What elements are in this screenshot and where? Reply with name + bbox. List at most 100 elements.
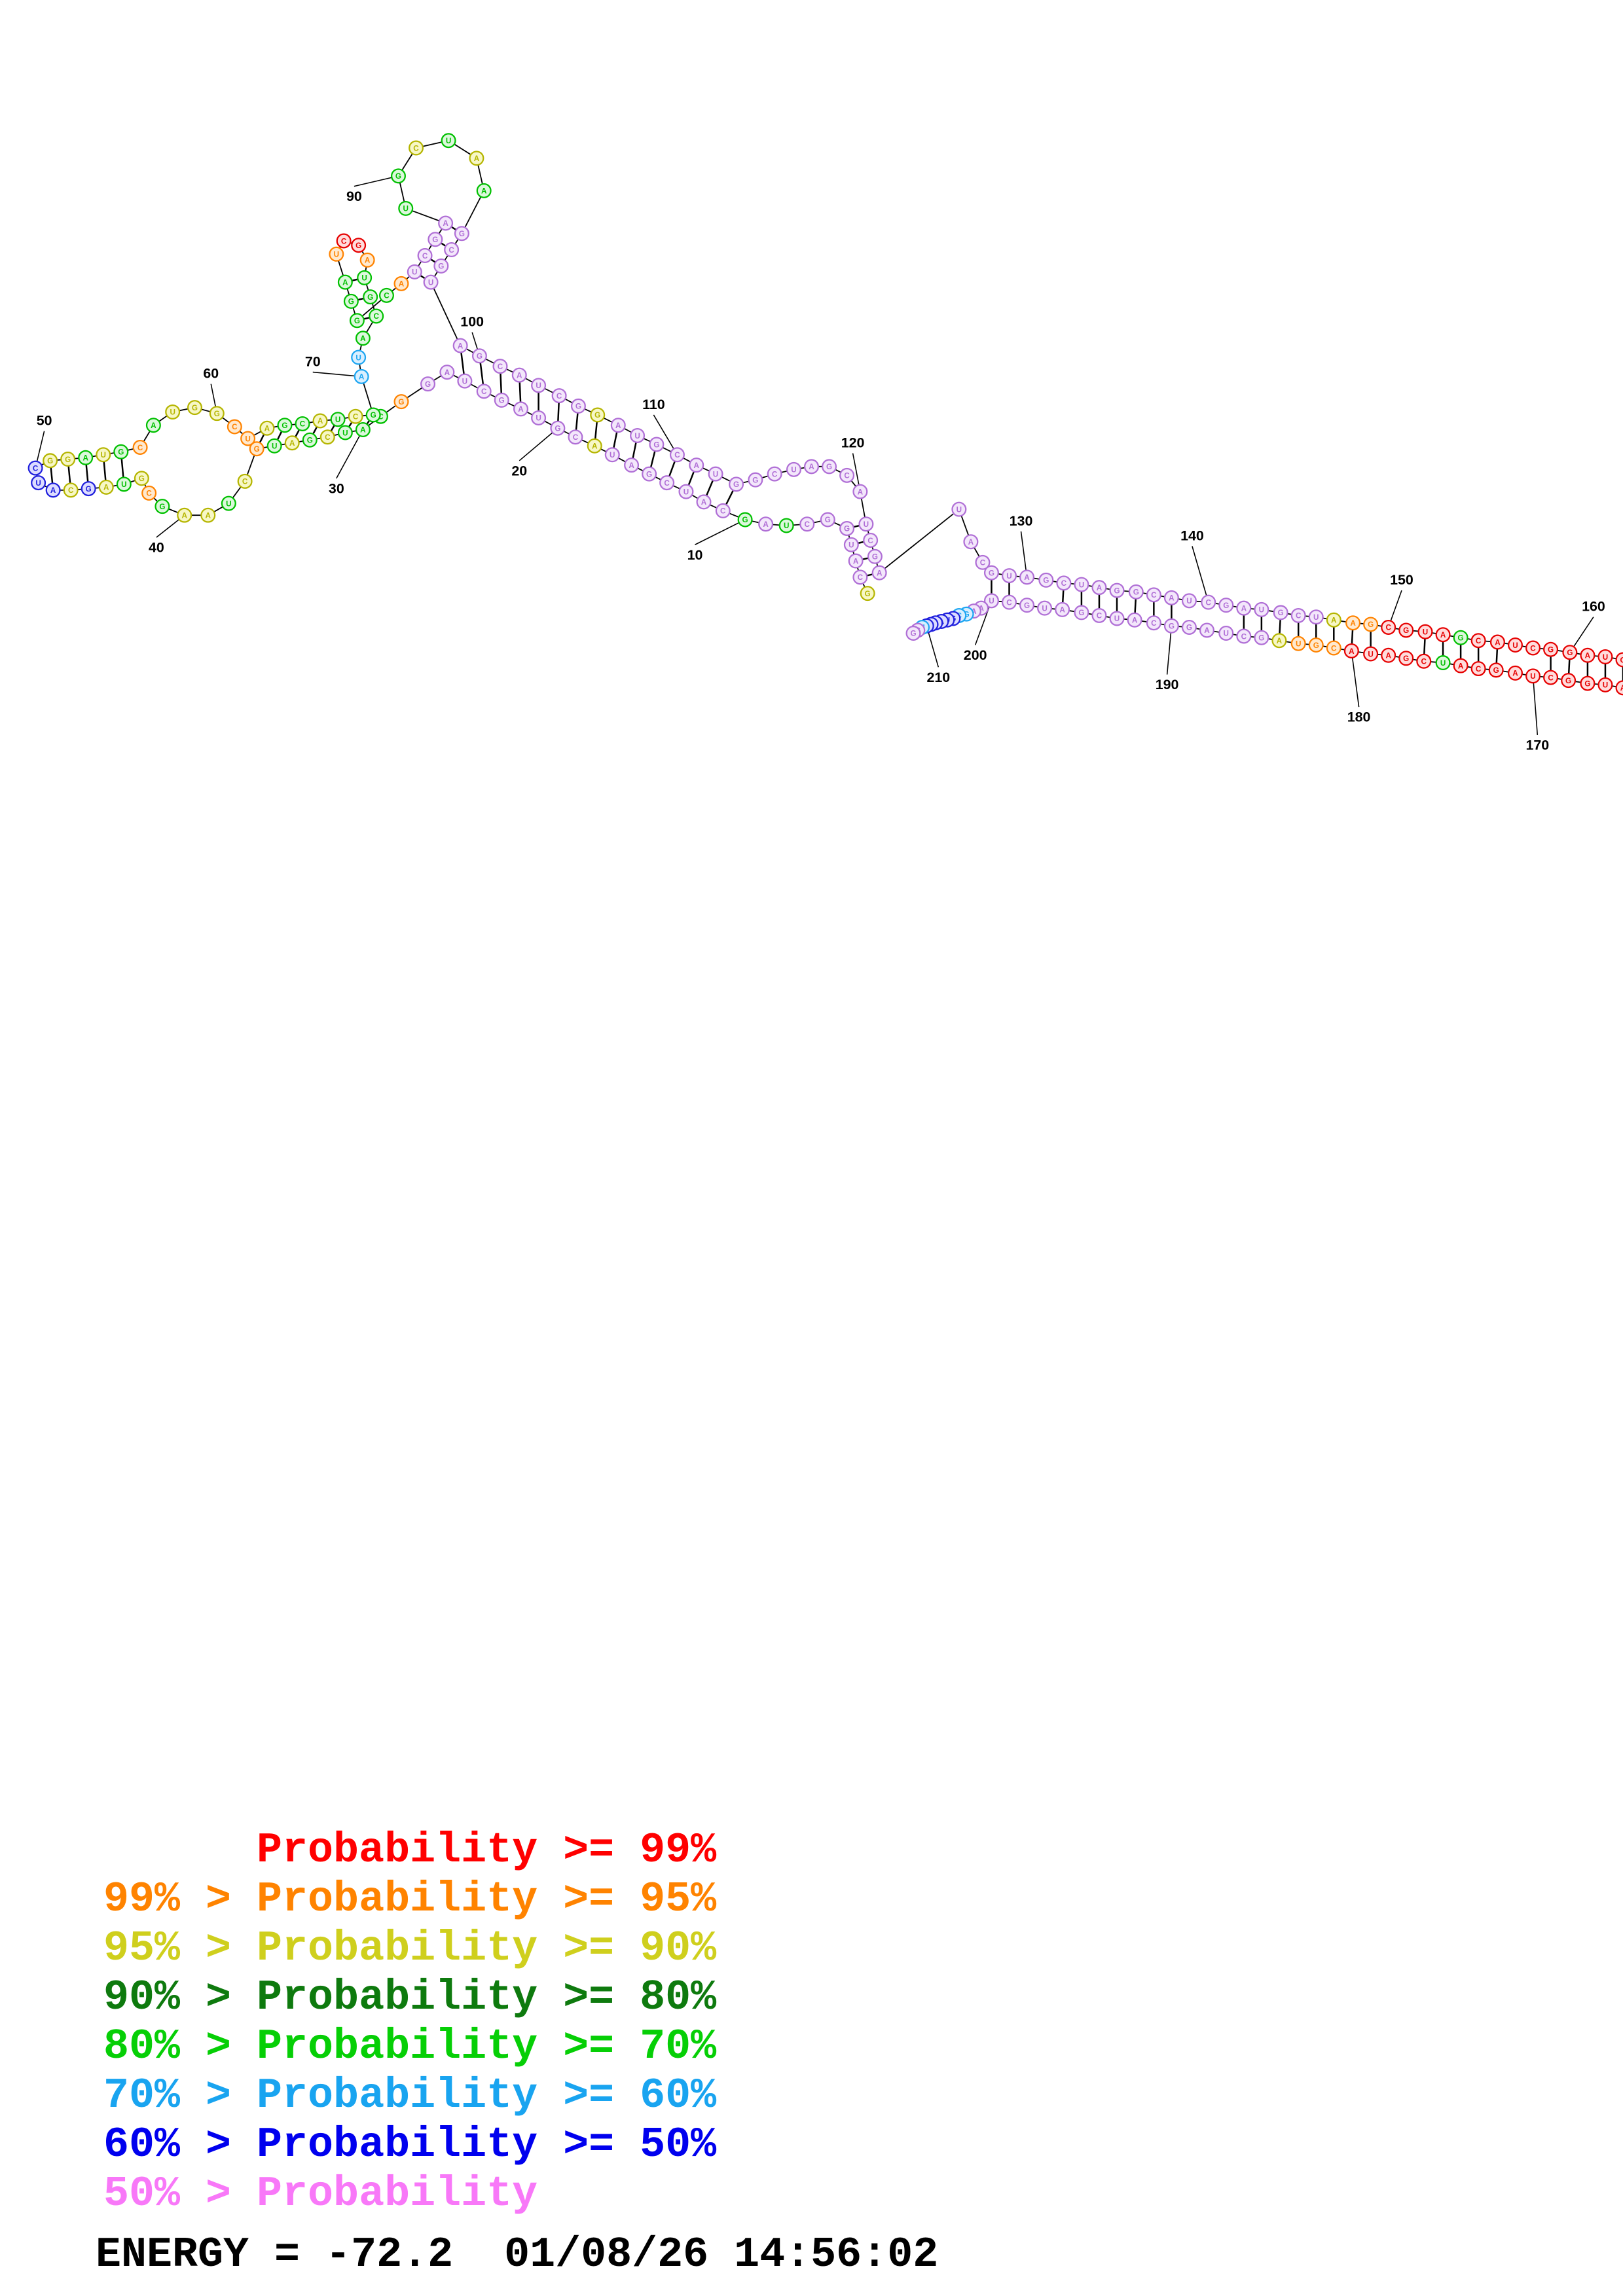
nucleotide-letter: U (989, 597, 994, 605)
nucleotide-letter: A (1585, 652, 1591, 660)
nucleotide-letter: U (361, 274, 367, 283)
nucleotide-circle (1417, 624, 1433, 639)
nucleotide-circle (1525, 668, 1541, 684)
nucleotide-circle (511, 367, 527, 383)
nucleotide-circle (492, 359, 508, 374)
nucleotide-letter: A (318, 417, 323, 425)
nucleotide-circle (852, 569, 868, 585)
nucleotide-circle (336, 233, 352, 249)
label-leader-line (1020, 531, 1028, 577)
label-leader-line (974, 600, 993, 645)
nucleotide-letter: C (1421, 658, 1427, 666)
nucleotide-letter: C (1530, 644, 1536, 653)
nucleotide-letter: G (1548, 646, 1554, 655)
nucleotide-letter: U (1313, 613, 1319, 622)
nucleotide-letter: C (353, 412, 359, 421)
label-leader-line (336, 429, 364, 479)
nucleotide-circle (1580, 647, 1596, 663)
nucleotide-circle (568, 429, 583, 445)
nucleotide-letter: G (159, 503, 165, 511)
nucleotide-letter: A (1620, 684, 1623, 692)
nucleotide-circle (1398, 622, 1414, 638)
label-leader-line (653, 414, 678, 456)
nucleotide-circle (1181, 593, 1197, 609)
nucleotide-circle (1055, 601, 1070, 617)
nucleotide-letter: A (629, 461, 634, 470)
nucleotide-letter: A (877, 569, 883, 577)
nucleotide-letter: A (264, 425, 270, 433)
nucleotide-letter: U (634, 432, 640, 440)
nucleotide-letter: G (367, 293, 373, 302)
nucleotide-circle (852, 484, 868, 499)
nucleotide-letter: A (289, 439, 295, 448)
nucleotide-letter: U (1114, 615, 1120, 623)
nucleotide-letter: A (1350, 619, 1356, 628)
nucleotide-circle (476, 183, 492, 198)
residue-number-label: 20 (511, 463, 527, 478)
residue-number-label: 200 (964, 647, 987, 663)
nucleotide-circle (669, 447, 685, 463)
nucleotide-circle (348, 408, 363, 424)
nucleotide-letter: U (428, 278, 433, 287)
nucleotide-circle (1254, 630, 1269, 645)
nucleotide-letter: U (446, 137, 451, 145)
nucleotide-letter: A (968, 538, 974, 547)
nucleotide-letter: U (1042, 604, 1047, 613)
nucleotide-circle (531, 410, 547, 425)
legend-entry: Probability >= 99% (257, 1826, 717, 1874)
nucleotide-letter: U (403, 205, 409, 213)
nucleotide-letter: G (1043, 577, 1049, 585)
residue-number-label: 70 (305, 354, 321, 370)
nucleotide-circle (963, 534, 979, 550)
nucleotide-letter: G (910, 630, 916, 638)
nucleotide-letter: U (335, 416, 340, 424)
nucleotide-letter: C (1331, 644, 1337, 653)
nucleotide-circle (337, 425, 353, 440)
nucleotide-letter: G (825, 516, 831, 524)
nucleotide-letter: G (752, 476, 758, 484)
nucleotide-circle (78, 450, 94, 465)
nucleotide-letter: G (398, 398, 404, 406)
nucleotide-letter: A (971, 607, 977, 616)
nucleotide-letter: G (395, 172, 401, 181)
nucleotide-letter: A (1440, 631, 1446, 639)
nucleotide-letter: G (1278, 609, 1284, 617)
nucleotide-circle (1343, 643, 1359, 659)
nucleotide-letter: A (1169, 594, 1175, 603)
nucleotide-letter: A (1277, 637, 1283, 645)
nucleotide-circle (237, 473, 253, 489)
nucleotide-letter: A (359, 373, 365, 382)
nucleotide-letter: C (1241, 632, 1247, 641)
nucleotide-letter: G (118, 448, 124, 457)
nucleotide-circle (1345, 615, 1361, 631)
nucleotide-letter: G (438, 262, 444, 271)
nucleotide-circle (551, 388, 567, 404)
nucleotide-letter: A (151, 422, 156, 430)
nucleotide-circle (1381, 619, 1396, 635)
nucleotide-circle (1488, 662, 1504, 678)
nucleotide-circle (494, 392, 509, 408)
nucleotide-letter: A (978, 604, 984, 613)
nucleotide-circle (587, 438, 602, 454)
nucleotide-circle (349, 313, 365, 329)
nucleotide-letter: G (86, 485, 92, 493)
nucleotide-letter: C (1151, 619, 1157, 628)
nucleotide-letter: G (1313, 641, 1319, 650)
nucleotide-circle (822, 459, 837, 475)
nucleotide-circle (1109, 611, 1125, 626)
nucleotide-letter: A (445, 368, 450, 377)
nucleotide-letter: U (1603, 681, 1608, 690)
nucleotide-circle (1543, 670, 1559, 685)
nucleotide-letter: A (1512, 670, 1518, 678)
nucleotide-circle (1001, 594, 1017, 610)
nucleotide-letter: G (742, 516, 748, 524)
nucleotide-circle (27, 460, 43, 476)
nucleotide-circle (177, 507, 192, 523)
nucleotide-letter: A (50, 486, 56, 495)
nucleotide-letter: U (412, 268, 417, 277)
nucleotide-letter: G (844, 525, 850, 533)
nucleotide-letter: A (1349, 647, 1355, 656)
nucleotide-circle (858, 516, 874, 532)
nucleotide-letter: G (432, 236, 438, 244)
nucleotide-circle (209, 406, 225, 422)
